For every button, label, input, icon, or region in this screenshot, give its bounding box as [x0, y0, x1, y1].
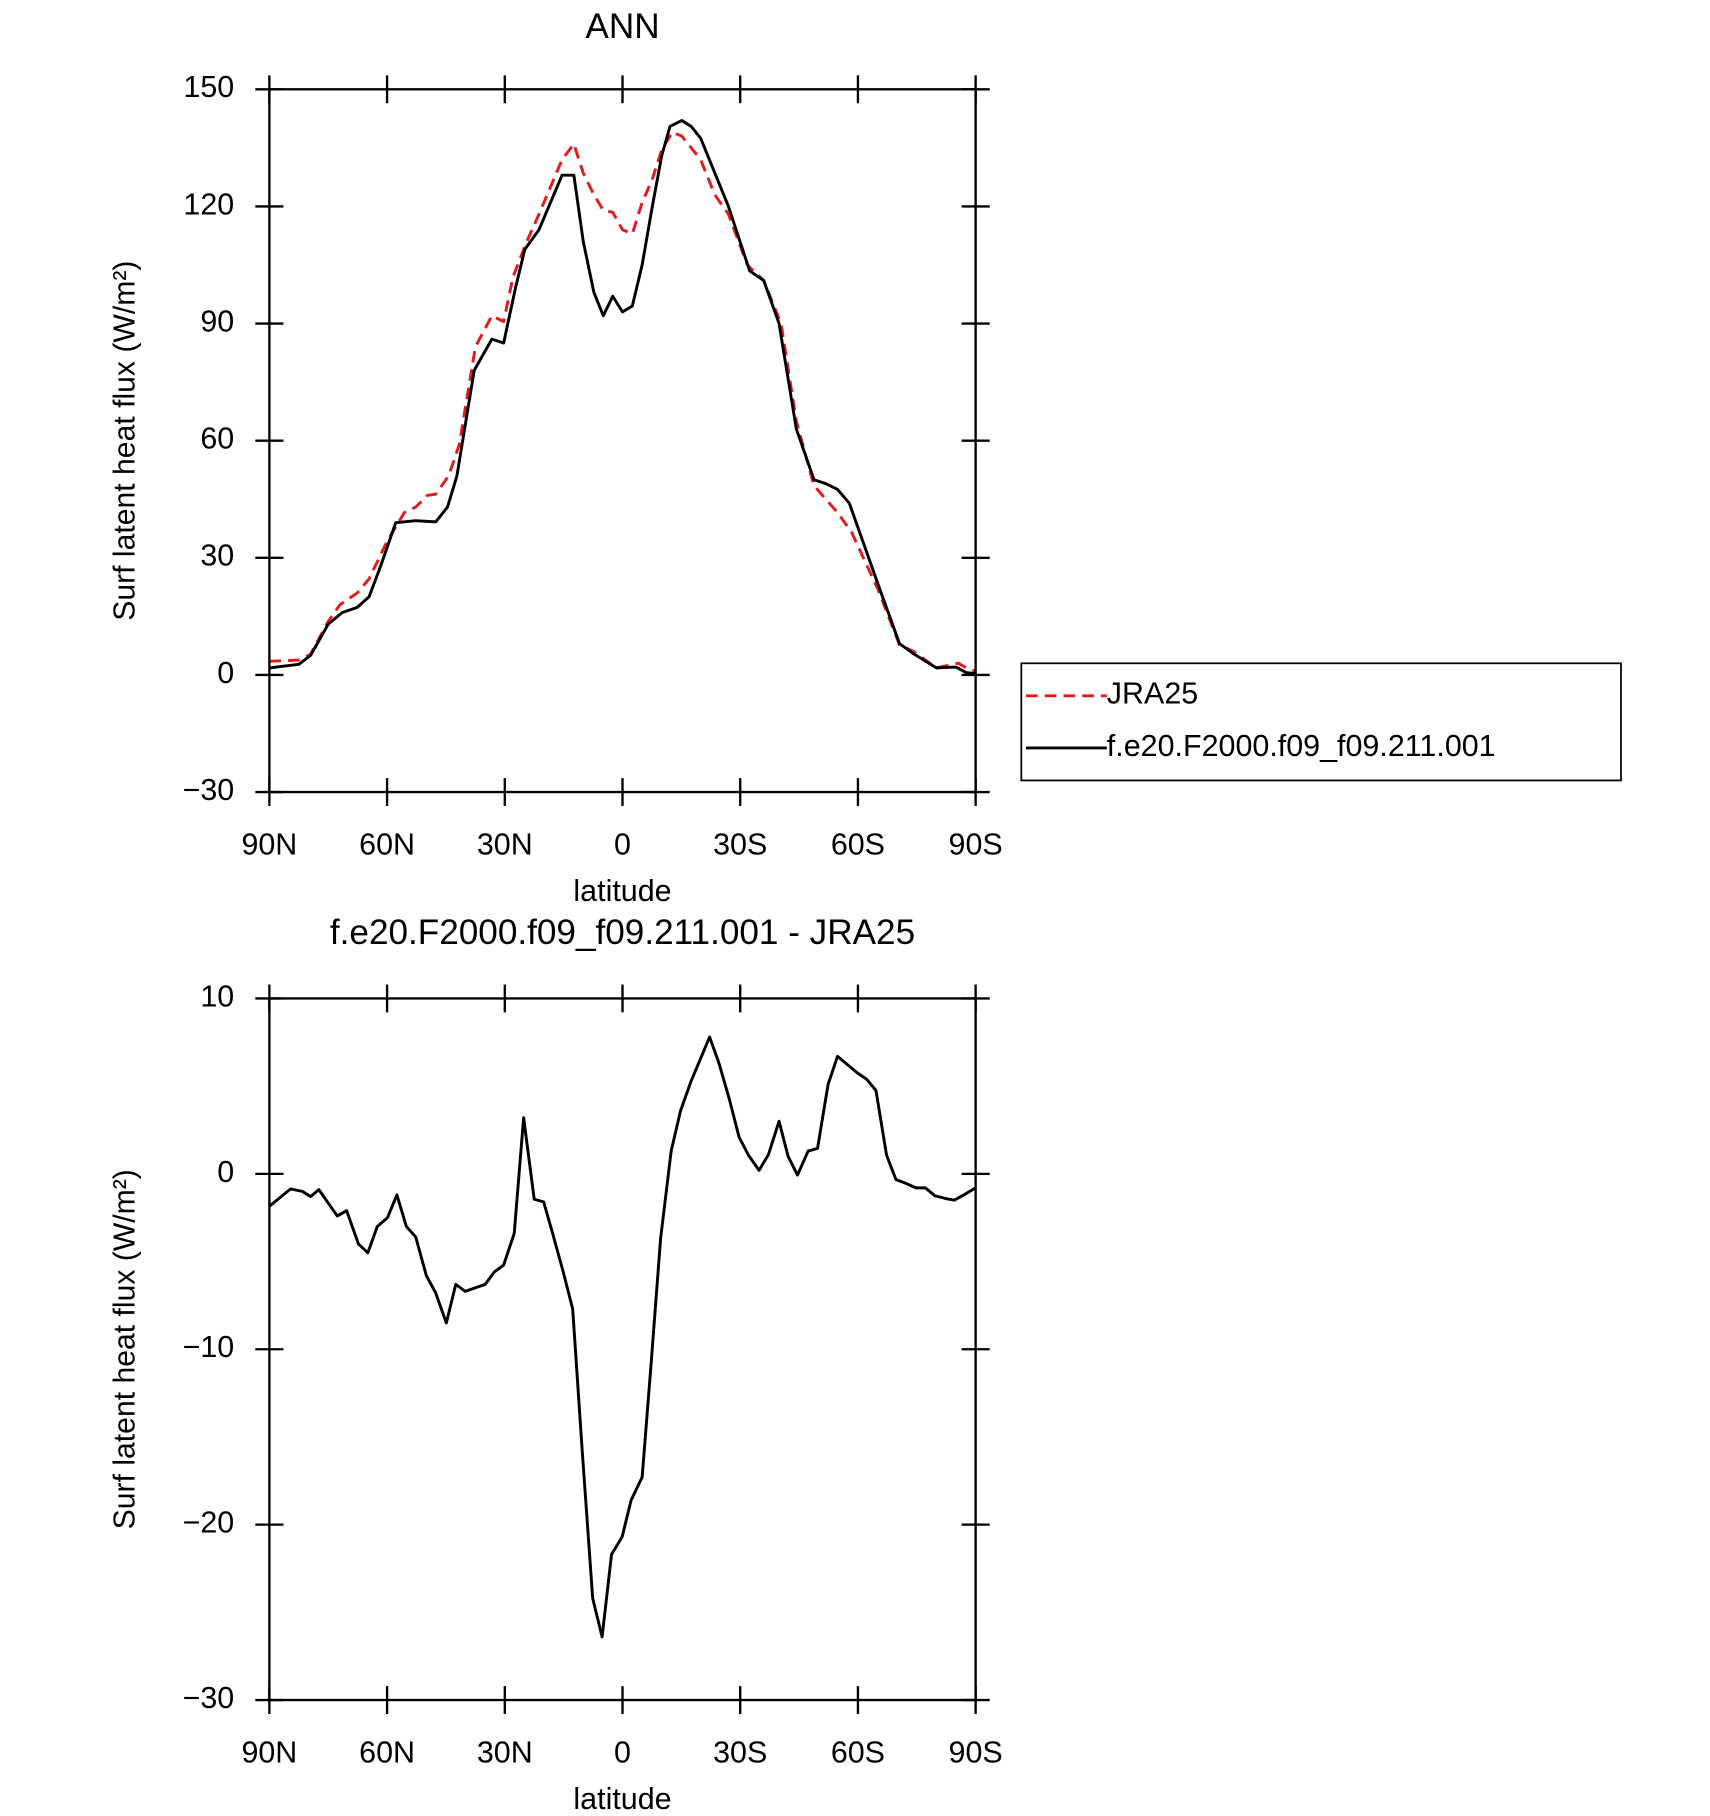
y-tick-label: 150 [183, 71, 234, 104]
y-tick-label: 60 [200, 423, 234, 456]
x-tick-label: 90N [241, 829, 297, 862]
y-tick-label: 90 [200, 306, 234, 339]
plot-frame [268, 88, 977, 794]
data-line [269, 119, 976, 676]
legend-label: f.e20.F2000.f09_f09.211.001 [1107, 730, 1496, 763]
y-tick-label: −30 [183, 774, 235, 807]
chart-title: ANN [585, 7, 659, 46]
x-tick-label: 90S [949, 829, 1003, 862]
y-tick-label: −10 [183, 1331, 235, 1364]
x-tick-label: 30S [713, 829, 767, 862]
legend-label: JRA25 [1107, 678, 1198, 711]
x-tick-label: 90S [949, 1737, 1003, 1770]
x-tick-label: 30N [477, 829, 533, 862]
x-tick-label: 60S [831, 1737, 885, 1770]
data-line [268, 1035, 977, 1639]
chart-title: f.e20.F2000.f09_f09.211.001 - JRA25 [330, 913, 915, 952]
y-tick-label: 0 [217, 1156, 234, 1189]
legend-box [1020, 662, 1622, 782]
x-tick-label: 0 [614, 1737, 631, 1770]
x-axis-label: latitude [573, 1783, 671, 1816]
plot-frame [268, 997, 977, 1702]
x-tick-label: 30S [713, 1737, 767, 1770]
y-axis-label: Surf latent heat flux (W/m²) [108, 261, 141, 621]
x-tick-label: 90N [241, 1737, 297, 1770]
x-tick-label: 60N [359, 1737, 415, 1770]
x-tick-label: 0 [614, 829, 631, 862]
y-tick-label: 10 [200, 981, 234, 1014]
y-tick-label: 30 [200, 540, 234, 573]
x-tick-label: 30N [477, 1737, 533, 1770]
y-axis-label: Surf latent heat flux (W/m²) [108, 1169, 141, 1529]
x-tick-label: 60N [359, 829, 415, 862]
legend: JRA25 f.e20.F2000.f09_f09.211.001 [1020, 662, 1622, 782]
y-tick-label: −20 [183, 1507, 235, 1540]
data-line [269, 130, 977, 673]
x-tick-label: 60S [831, 829, 885, 862]
x-axis-label: latitude [573, 875, 671, 908]
y-tick-label: 0 [217, 657, 234, 690]
y-tick-label: 120 [183, 189, 234, 222]
y-tick-label: −30 [183, 1682, 235, 1715]
